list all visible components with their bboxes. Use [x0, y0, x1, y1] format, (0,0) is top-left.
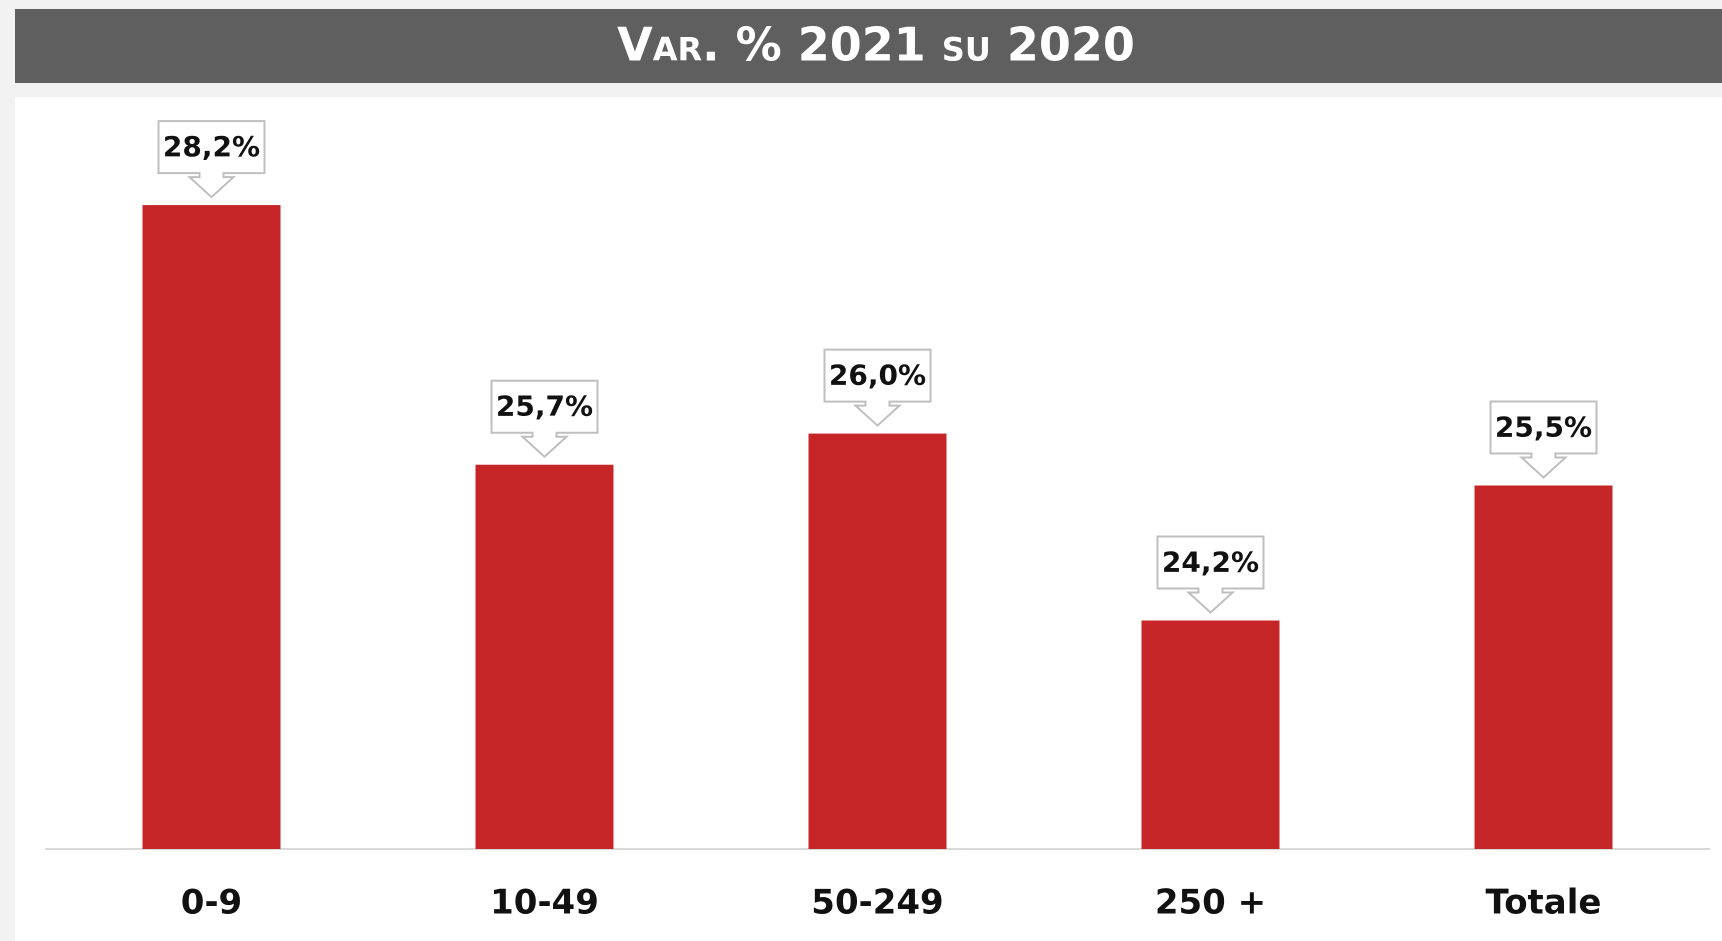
x-tick-label: 10-49 — [490, 883, 599, 923]
callout — [823, 348, 932, 427]
bar — [1141, 620, 1280, 849]
bar — [142, 205, 281, 850]
x-tick-label: 50-249 — [811, 883, 943, 923]
callout — [157, 120, 266, 199]
chart-title: Var. % 2021 su 2020 — [617, 18, 1135, 72]
value-label: 28,2% — [163, 130, 260, 163]
callout — [1156, 535, 1265, 614]
bar — [475, 464, 614, 849]
value-label: 26,0% — [829, 359, 926, 392]
bar — [808, 433, 947, 849]
bar — [1474, 485, 1613, 849]
value-label: 24,2% — [1162, 546, 1259, 579]
title-bar — [15, 9, 1722, 83]
x-tick-label: 0-9 — [181, 883, 242, 923]
value-label: 25,7% — [496, 390, 593, 423]
callout — [490, 379, 599, 459]
x-tick-label: 250 + — [1155, 883, 1266, 923]
callout — [1489, 400, 1598, 479]
x-tick-label: Totale — [1486, 883, 1602, 923]
value-label: 25,5% — [1495, 411, 1592, 444]
